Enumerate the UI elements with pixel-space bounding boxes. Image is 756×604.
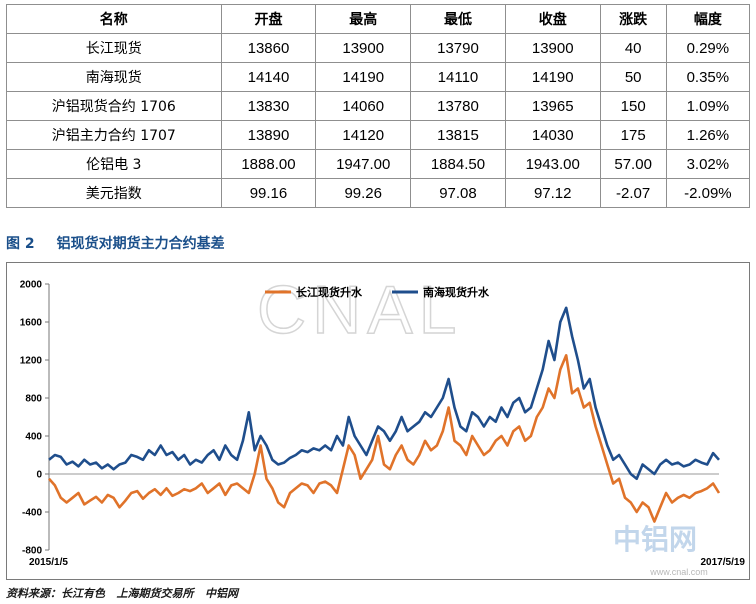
cell-high: 13900	[315, 33, 412, 63]
cell-open: 14140	[220, 62, 317, 92]
cell-high: 14190	[315, 62, 412, 92]
y-tick-label: -400	[22, 508, 42, 519]
cell-percent: 3.02%	[665, 149, 751, 179]
cell-close: 14030	[504, 120, 601, 150]
cell-low: 13780	[410, 91, 506, 121]
cell-high: 14060	[315, 91, 412, 121]
y-tick-label: 400	[25, 432, 42, 443]
series-line-changjiang	[48, 354, 721, 523]
cell-name: 伦铝电 3	[6, 149, 222, 179]
header-high: 最高	[315, 4, 412, 34]
y-tick-label: -800	[22, 546, 42, 557]
table-row: 伦铝电 3 1888.00 1947.00 1884.50 1943.00 57…	[6, 149, 751, 179]
figure-number: 图 2	[6, 236, 35, 252]
cell-open: 13830	[220, 91, 317, 121]
table-header-row: 名称 开盘 最高 最低 收盘 涨跌 幅度	[6, 4, 751, 34]
series-lines	[48, 306, 721, 523]
cell-percent: -2.09%	[665, 178, 751, 208]
cell-low: 13815	[410, 120, 506, 150]
header-name: 名称	[6, 4, 222, 34]
legend-label: 长江现货升水	[296, 285, 363, 299]
table-row: 沪铝主力合约 1707 13890 14120 13815 14030 175 …	[6, 120, 751, 150]
header-low: 最低	[410, 4, 506, 34]
cell-high: 14120	[315, 120, 412, 150]
basis-line-chart: CNAL 2000 1600 1200 800 400 0 -400 -800 长江现货升水 南…	[20, 271, 746, 577]
cell-name: 南海现货	[6, 62, 222, 92]
cell-high: 1947.00	[315, 149, 412, 179]
table-row: 长江现货 13860 13900 13790 13900 40 0.29%	[6, 33, 751, 63]
header-close: 收盘	[504, 4, 601, 34]
cell-close: 97.12	[504, 178, 601, 208]
y-tick-label: 1200	[20, 356, 43, 367]
cell-close: 14190	[504, 62, 601, 92]
source-note: 资料来源：长江有色 上海期货交易所 中铝网	[6, 587, 238, 600]
cell-close: 13900	[504, 33, 601, 63]
cell-open: 13860	[220, 33, 317, 63]
cell-close: 1943.00	[504, 149, 601, 179]
legend: 长江现货升水 南海现货升水	[265, 285, 490, 299]
cell-open: 1888.00	[220, 149, 317, 179]
cell-percent: 0.35%	[665, 62, 751, 92]
x-tick-label-end: 2017/5/19	[701, 557, 746, 568]
cell-high: 99.26	[315, 178, 412, 208]
cell-change: 57.00	[599, 149, 667, 179]
header-percent: 幅度	[665, 4, 751, 34]
quotes-table: 名称 开盘 最高 最低 收盘 涨跌 幅度 长江现货 13860 13900 13…	[6, 4, 751, 208]
cnal-logo-url: www.cnal.com	[649, 567, 708, 577]
header-change: 涨跌	[599, 4, 667, 34]
y-tick-label: 800	[25, 394, 42, 405]
table-row: 美元指数 99.16 99.26 97.08 97.12 -2.07 -2.09…	[6, 178, 751, 208]
cell-open: 13890	[220, 120, 317, 150]
cell-name: 沪铝主力合约 1707	[6, 120, 222, 150]
cell-low: 1884.50	[410, 149, 506, 179]
table-row: 南海现货 14140 14190 14110 14190 50 0.35%	[6, 62, 751, 92]
y-tick-label: 2000	[20, 280, 43, 291]
y-tick-label: 1600	[20, 318, 43, 329]
x-tick-label-start: 2015/1/5	[29, 557, 68, 568]
cell-name: 美元指数	[6, 178, 222, 208]
cell-name: 沪铝现货合约 1706	[6, 91, 222, 121]
y-tick-label: 0	[36, 470, 42, 481]
cell-low: 14110	[410, 62, 506, 92]
y-axis: 2000 1600 1200 800 400 0 -400 -800	[20, 280, 50, 557]
cell-percent: 1.09%	[665, 91, 751, 121]
cell-close: 13965	[504, 91, 601, 121]
series-line-nanhai	[48, 306, 720, 481]
cell-percent: 0.29%	[665, 33, 751, 63]
watermark-text: CNAL	[257, 272, 462, 348]
cnal-logo: 中铝网	[613, 523, 697, 556]
header-open: 开盘	[220, 4, 317, 34]
cell-low: 97.08	[410, 178, 506, 208]
figure-title: 铝现货对期货主力合约基差	[56, 236, 225, 252]
cell-change: 40	[599, 33, 667, 63]
cell-change: 175	[599, 120, 667, 150]
cell-name: 长江现货	[6, 33, 222, 63]
cell-open: 99.16	[220, 178, 317, 208]
cell-low: 13790	[410, 33, 506, 63]
cell-percent: 1.26%	[665, 120, 751, 150]
table-row: 沪铝现货合约 1706 13830 14060 13780 13965 150 …	[6, 91, 751, 121]
cell-change: -2.07	[599, 178, 667, 208]
legend-label: 南海现货升水	[423, 285, 490, 299]
cell-change: 50	[599, 62, 667, 92]
figure-caption: 图 2 铝现货对期货主力合约基差	[6, 233, 225, 253]
chart-frame: CNAL 2000 1600 1200 800 400 0 -400 -800 长江现货升水 南…	[6, 262, 750, 580]
cell-change: 150	[599, 91, 667, 121]
